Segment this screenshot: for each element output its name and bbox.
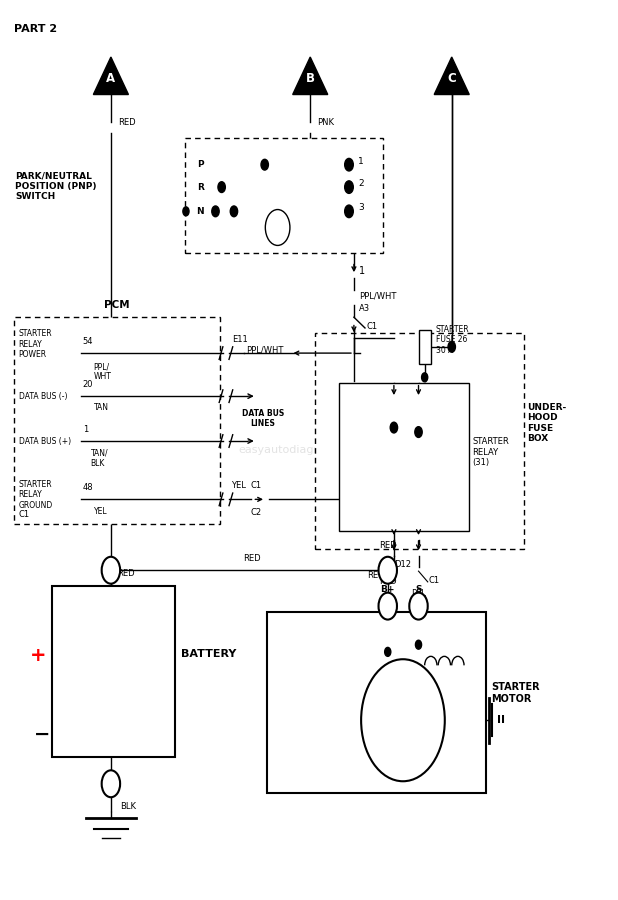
Text: 20: 20: [83, 380, 93, 389]
Text: 2: 2: [358, 179, 364, 188]
Text: PART 2: PART 2: [14, 23, 57, 34]
Circle shape: [231, 206, 238, 217]
Circle shape: [345, 158, 353, 171]
Text: A: A: [106, 72, 116, 85]
Text: PPL: PPL: [411, 590, 426, 598]
Circle shape: [378, 557, 397, 584]
Circle shape: [212, 206, 219, 217]
Text: N: N: [197, 207, 204, 216]
Bar: [14, 317, 220, 524]
Text: II: II: [497, 716, 506, 725]
Text: A3: A3: [359, 303, 370, 312]
Text: D12: D12: [394, 561, 411, 570]
Circle shape: [421, 373, 428, 382]
Text: RED: RED: [117, 570, 135, 579]
Text: C1: C1: [428, 576, 439, 585]
Text: +: +: [30, 646, 46, 665]
Text: YEL: YEL: [231, 482, 246, 490]
Text: 3: 3: [358, 203, 364, 212]
Text: DATA BUS
LINES: DATA BUS LINES: [242, 409, 284, 428]
Text: 1: 1: [358, 157, 364, 166]
Circle shape: [261, 159, 268, 170]
Text: C1: C1: [250, 482, 261, 490]
Text: PPL/WHT: PPL/WHT: [245, 345, 283, 354]
Text: STARTER
RELAY
POWER: STARTER RELAY POWER: [19, 329, 53, 359]
Text: DATA BUS (+): DATA BUS (+): [19, 436, 70, 446]
Circle shape: [218, 182, 226, 193]
Circle shape: [378, 593, 397, 619]
Text: PARK/NEUTRAL
POSITION (PNP)
SWITCH: PARK/NEUTRAL POSITION (PNP) SWITCH: [15, 171, 96, 201]
Text: 48: 48: [83, 483, 93, 492]
Text: D: D: [274, 223, 281, 232]
Circle shape: [345, 181, 353, 194]
Text: RED: RED: [367, 572, 384, 580]
Text: −: −: [35, 724, 51, 744]
Circle shape: [415, 427, 422, 437]
Circle shape: [390, 422, 397, 433]
Text: STARTER
RELAY
(31): STARTER RELAY (31): [472, 437, 509, 467]
Text: STARTER
MOTOR: STARTER MOTOR: [491, 682, 540, 704]
Text: RED: RED: [243, 554, 261, 563]
Circle shape: [361, 659, 445, 781]
Circle shape: [265, 210, 290, 246]
Text: BATTERY: BATTERY: [181, 649, 237, 659]
Text: PNK: PNK: [318, 118, 334, 127]
Text: B: B: [306, 72, 315, 85]
Polygon shape: [93, 57, 129, 94]
Polygon shape: [434, 57, 469, 94]
Circle shape: [448, 341, 455, 352]
Text: TAN: TAN: [94, 403, 109, 412]
Bar: [339, 382, 469, 531]
Circle shape: [102, 770, 120, 797]
Text: 54: 54: [83, 337, 93, 346]
Text: TAN/
BLK: TAN/ BLK: [91, 448, 108, 468]
Bar: [185, 138, 383, 253]
Circle shape: [384, 647, 391, 656]
Circle shape: [183, 207, 189, 216]
Text: UNDER-
HOOD
FUSE
BOX: UNDER- HOOD FUSE BOX: [527, 403, 567, 443]
Text: YEL: YEL: [94, 507, 108, 516]
Text: DATA BUS (-): DATA BUS (-): [19, 392, 67, 400]
Text: easyautodiagnostics.com: easyautodiagnostics.com: [238, 445, 380, 455]
Text: B+: B+: [381, 585, 395, 594]
Circle shape: [345, 205, 353, 218]
Circle shape: [409, 593, 428, 619]
Circle shape: [102, 557, 120, 584]
Text: 1: 1: [83, 425, 88, 434]
Text: M: M: [396, 713, 410, 728]
Text: C: C: [447, 72, 456, 85]
Text: RED: RED: [379, 578, 397, 587]
Text: STARTER
RELAY
GROUND: STARTER RELAY GROUND: [19, 480, 53, 509]
Text: RED: RED: [379, 542, 397, 551]
Text: RED: RED: [118, 118, 136, 127]
Bar: [267, 611, 486, 793]
Text: STARTER
FUSE 26
30 A: STARTER FUSE 26 30 A: [436, 325, 469, 355]
Bar: [418, 329, 431, 364]
Bar: [52, 587, 175, 757]
Text: R: R: [197, 183, 203, 192]
Text: S: S: [415, 585, 421, 594]
Polygon shape: [293, 57, 328, 94]
Text: PPL/WHT: PPL/WHT: [359, 292, 396, 301]
Text: C1: C1: [19, 510, 30, 519]
Text: 12: 12: [316, 143, 329, 154]
Circle shape: [415, 640, 421, 649]
Text: PPL/
WHT: PPL/ WHT: [94, 362, 111, 382]
Text: C2: C2: [250, 508, 261, 518]
Text: C1: C1: [366, 321, 378, 330]
Text: P: P: [197, 160, 203, 169]
Bar: [315, 333, 524, 549]
Text: PCM: PCM: [104, 300, 130, 310]
Text: 1: 1: [359, 266, 365, 275]
Text: E11: E11: [232, 335, 248, 344]
Text: BLK: BLK: [120, 802, 136, 811]
